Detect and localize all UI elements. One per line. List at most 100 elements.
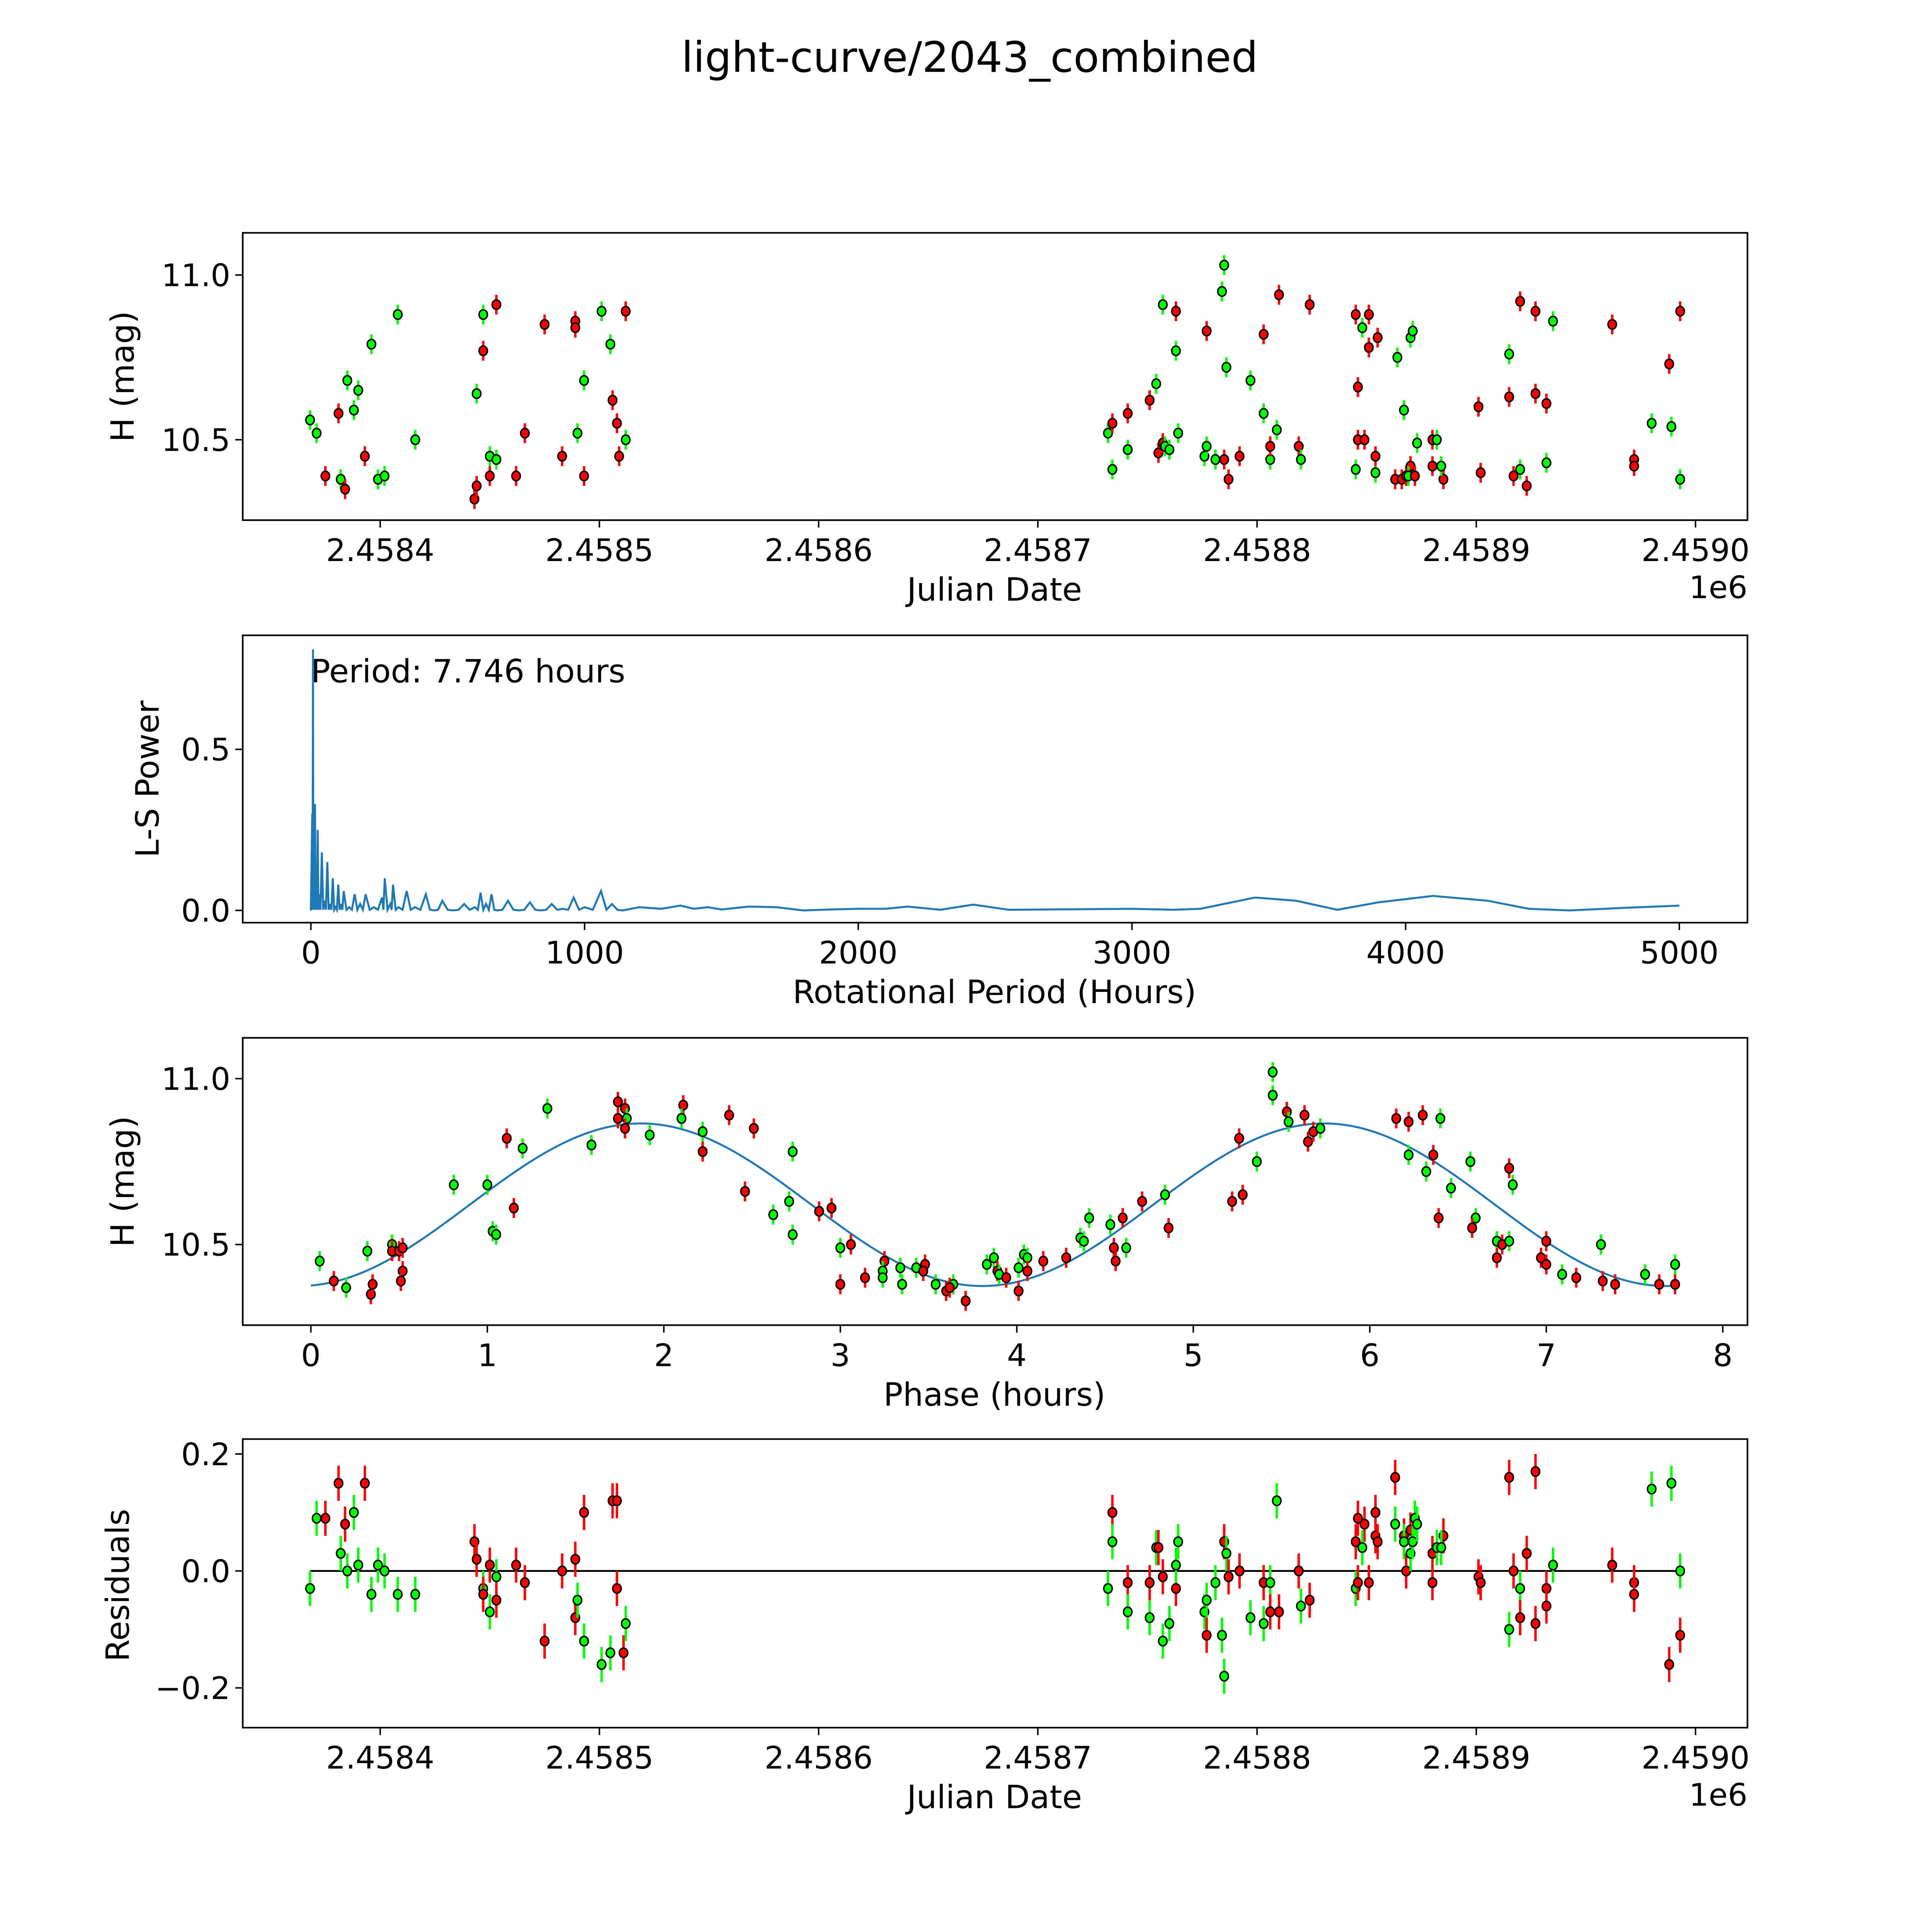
data-point	[1530, 388, 1541, 399]
data-point	[1274, 289, 1284, 300]
x-tick-label: 0	[301, 935, 321, 971]
x-tick-label: 4	[1007, 1337, 1027, 1373]
data-point	[1675, 1629, 1685, 1641]
data-point	[305, 414, 315, 426]
data-point	[1403, 1116, 1414, 1128]
data-point	[768, 1209, 779, 1220]
data-point	[1364, 1577, 1374, 1588]
data-point	[353, 385, 364, 396]
lightcurve-panel: Julian Date H (mag) 1e6 2.4584 2.4585 2.45…	[104, 232, 1750, 608]
x-tick-label: 1	[478, 1337, 497, 1373]
data-point	[1364, 309, 1374, 320]
data-point	[1666, 421, 1677, 432]
x-tick-label: 1000	[545, 935, 624, 971]
data-point	[1504, 1472, 1514, 1483]
data-point	[620, 1123, 630, 1134]
data-point	[315, 1255, 325, 1267]
data-point	[1607, 319, 1617, 330]
data-point	[697, 1146, 708, 1157]
data-point	[572, 1595, 583, 1606]
data-point	[511, 1560, 521, 1571]
data-point	[1428, 1149, 1439, 1161]
data-point	[1234, 1133, 1244, 1144]
data-point	[491, 299, 502, 310]
data-point	[1530, 306, 1541, 317]
x-tick-label: 2.4588	[1203, 532, 1311, 568]
data-point	[1221, 362, 1231, 373]
data-point	[1219, 1670, 1230, 1682]
data-point	[1145, 1612, 1155, 1623]
data-point	[360, 451, 370, 462]
data-point	[379, 1565, 390, 1577]
data-point	[349, 405, 359, 416]
residuals-ylabel: Residuals	[99, 1509, 136, 1662]
data-point	[491, 1229, 501, 1240]
data-point	[697, 1126, 708, 1137]
x-tick-label: 2.4589	[1422, 532, 1530, 568]
data-point	[410, 434, 420, 446]
data-point	[1171, 1560, 1181, 1571]
data-point	[570, 1554, 580, 1565]
data-point	[1217, 1629, 1227, 1641]
data-point	[1353, 1513, 1363, 1524]
data-point	[362, 1245, 372, 1257]
data-point	[1122, 444, 1133, 455]
data-point	[335, 1548, 346, 1559]
y-tick-label: 10.5	[162, 1227, 230, 1263]
data-point	[1353, 1577, 1363, 1588]
data-point	[860, 1272, 870, 1283]
data-point	[1304, 1595, 1315, 1606]
data-point	[511, 470, 521, 481]
data-point	[379, 470, 390, 481]
data-point	[835, 1242, 845, 1253]
figure-title: light-curve/2043_combined	[682, 33, 1258, 82]
phased-axes-frame	[242, 1037, 1748, 1326]
data-point	[1219, 260, 1230, 271]
data-point	[1446, 1182, 1456, 1194]
data-point	[478, 1589, 488, 1600]
data-point	[1412, 437, 1422, 449]
data-point	[1272, 1495, 1282, 1507]
x-tick-label: 2.4584	[326, 1740, 434, 1776]
data-point	[485, 1606, 495, 1617]
data-point	[607, 395, 618, 406]
data-point	[373, 1560, 383, 1571]
residuals-plot-area	[305, 1454, 1685, 1694]
periodogram-axes-frame	[242, 634, 1748, 923]
data-point	[1079, 1236, 1089, 1247]
data-point	[1111, 1255, 1121, 1267]
data-point	[1357, 322, 1367, 333]
data-point	[1509, 470, 1519, 481]
residuals-xlabel: Julian Date	[905, 1778, 1082, 1816]
data-point	[678, 1100, 689, 1111]
data-point	[621, 306, 631, 317]
data-point	[311, 1513, 322, 1524]
data-point	[621, 1618, 631, 1629]
data-point	[485, 470, 495, 481]
data-point	[1227, 1196, 1237, 1207]
data-point	[1014, 1262, 1024, 1274]
data-point	[1158, 299, 1168, 310]
y-tick-label: 10.5	[162, 422, 230, 458]
data-point	[612, 418, 622, 429]
data-point	[1427, 461, 1437, 472]
data-point	[918, 1265, 929, 1277]
data-point	[1465, 1156, 1476, 1167]
x-tick-label: 2.4589	[1422, 1740, 1530, 1776]
lightcurve-ylabel: H (mag)	[104, 311, 141, 442]
data-point	[1201, 1595, 1212, 1606]
data-point	[1391, 1113, 1401, 1124]
data-point	[814, 1206, 824, 1217]
x-tick-label: 5000	[1640, 935, 1719, 971]
data-point	[1103, 1583, 1113, 1594]
data-point	[1670, 1279, 1680, 1290]
data-point	[1201, 325, 1212, 337]
data-point	[846, 1239, 856, 1250]
data-point	[1122, 1577, 1133, 1588]
data-point	[320, 1513, 330, 1524]
data-point	[360, 1478, 370, 1489]
lightcurve-plot-area	[305, 255, 1685, 509]
data-point	[787, 1229, 798, 1240]
data-point	[605, 338, 616, 350]
data-point	[340, 1519, 350, 1530]
